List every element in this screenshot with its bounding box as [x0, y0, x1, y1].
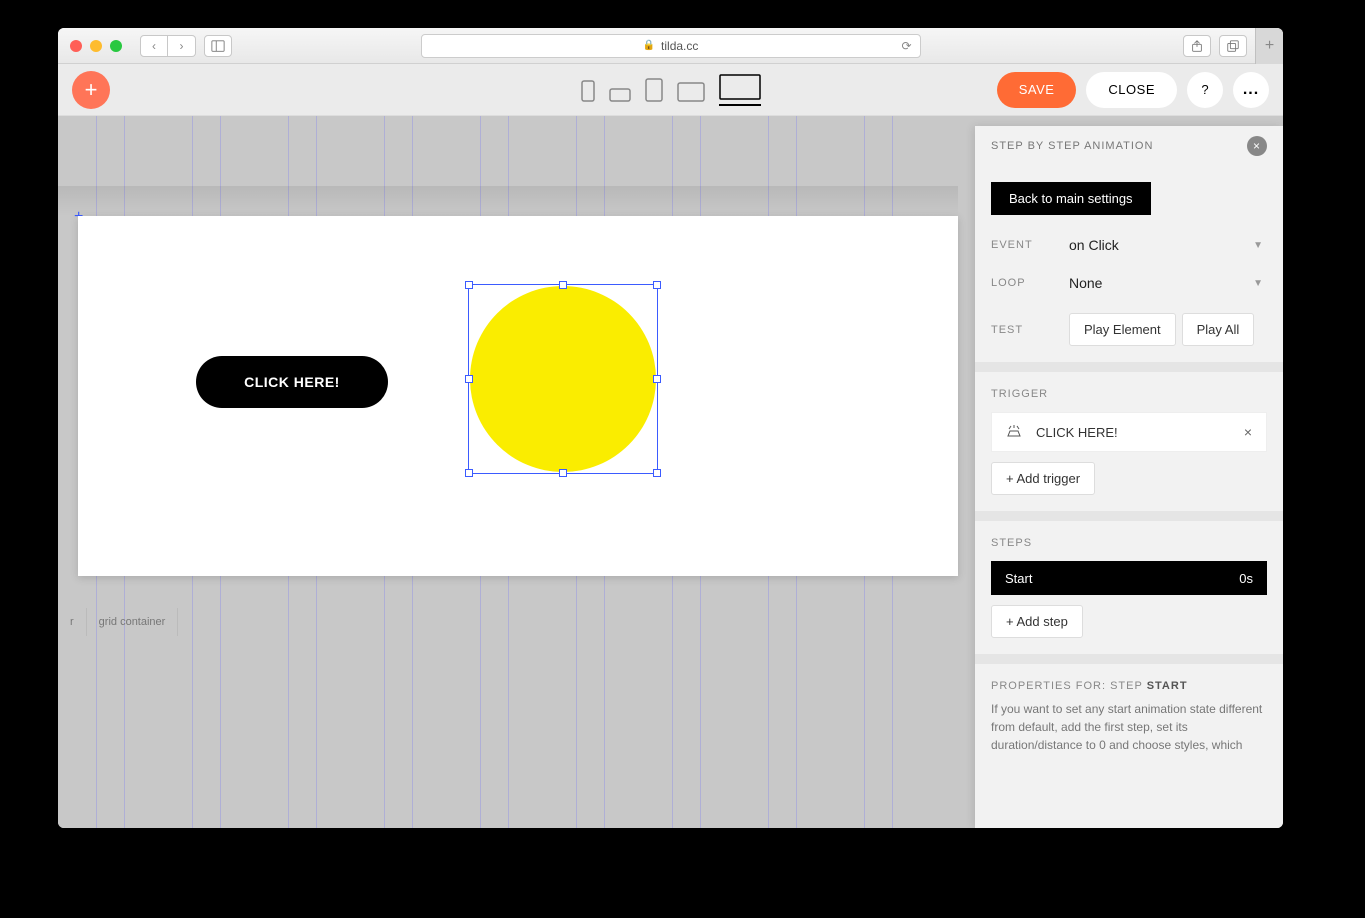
sidebar-toggle[interactable]	[204, 35, 232, 57]
loop-row: LOOP None ▼	[991, 275, 1267, 291]
steps-section: STEPS Start 0s + Add step	[975, 521, 1283, 664]
resize-handle-tl[interactable]	[465, 281, 473, 289]
loop-value: None	[1069, 275, 1102, 291]
step-item[interactable]: Start 0s	[991, 561, 1267, 595]
app-right-buttons: SAVE CLOSE ? ...	[997, 72, 1269, 108]
save-button[interactable]: SAVE	[997, 72, 1077, 108]
add-trigger-button[interactable]: + Add trigger	[991, 462, 1095, 495]
play-all-button[interactable]: Play All	[1182, 313, 1255, 346]
step-name: Start	[1005, 571, 1032, 586]
play-element-button[interactable]: Play Element	[1069, 313, 1176, 346]
window-min-dot[interactable]	[90, 40, 102, 52]
add-step-button[interactable]: + Add step	[991, 605, 1083, 638]
device-tablet[interactable]	[645, 78, 663, 106]
device-phone[interactable]	[581, 80, 595, 106]
properties-hint: If you want to set any start animation s…	[991, 700, 1267, 754]
resize-handle-tr[interactable]	[653, 281, 661, 289]
panel-title: STEP BY STEP ANIMATION	[991, 140, 1153, 152]
breadcrumb: r grid container	[58, 608, 178, 636]
device-tablet-landscape[interactable]	[677, 82, 705, 106]
trigger-item[interactable]: CLICK HERE! ×	[991, 412, 1267, 452]
trigger-label: TRIGGER	[991, 388, 1267, 400]
properties-title: PROPERTIES FOR: STEP START	[991, 680, 1267, 692]
nav-buttons: ‹ ›	[140, 35, 196, 57]
resize-handle-bm[interactable]	[559, 469, 567, 477]
browser-window: ‹ › 🔒 tilda.cc ⟳ + +	[58, 28, 1283, 828]
breadcrumb-item[interactable]: r	[58, 608, 87, 636]
panel-close-icon[interactable]: ×	[1247, 136, 1267, 156]
properties-step: START	[1147, 680, 1188, 692]
reload-icon[interactable]: ⟳	[901, 39, 911, 53]
back-to-settings-button[interactable]: Back to main settings	[991, 182, 1151, 215]
test-buttons: Play Element Play All	[1069, 313, 1254, 346]
canvas[interactable]: + CLICK HERE! r grid container STEP BY S	[58, 116, 1283, 828]
browser-chrome: ‹ › 🔒 tilda.cc ⟳ +	[58, 28, 1283, 64]
device-switcher	[581, 74, 761, 106]
loop-label: LOOP	[991, 277, 1069, 289]
close-button[interactable]: CLOSE	[1086, 72, 1177, 108]
selected-element[interactable]	[470, 286, 656, 472]
resize-handle-ml[interactable]	[465, 375, 473, 383]
trigger-icon	[1006, 423, 1022, 442]
selection-box	[468, 284, 658, 474]
lock-icon: 🔒	[643, 40, 655, 51]
window-close-dot[interactable]	[70, 40, 82, 52]
device-phone-landscape[interactable]	[609, 88, 631, 106]
canvas-click-button[interactable]: CLICK HERE!	[196, 356, 388, 408]
trigger-value: CLICK HERE!	[1036, 425, 1118, 440]
resize-handle-tm[interactable]	[559, 281, 567, 289]
loop-select[interactable]: None ▼	[1069, 275, 1267, 291]
add-button[interactable]: +	[72, 71, 110, 109]
app-toolbar: + SAVE CLOSE ? ...	[58, 64, 1283, 116]
panel-header: STEP BY STEP ANIMATION ×	[975, 126, 1283, 166]
event-row: EVENT on Click ▼	[991, 237, 1267, 253]
artboard-shadow	[58, 186, 958, 216]
chrome-right: +	[1183, 28, 1271, 64]
panel-main-section: Back to main settings EVENT on Click ▼ L…	[975, 166, 1283, 372]
event-label: EVENT	[991, 239, 1069, 251]
device-desktop[interactable]	[719, 74, 761, 106]
share-icon[interactable]	[1183, 35, 1211, 57]
steps-label: STEPS	[991, 537, 1267, 549]
test-label: TEST	[991, 324, 1069, 336]
tabs-icon[interactable]	[1219, 35, 1247, 57]
resize-handle-bl[interactable]	[465, 469, 473, 477]
chevron-down-icon: ▼	[1253, 240, 1263, 251]
url-bar[interactable]: 🔒 tilda.cc ⟳	[421, 34, 921, 58]
chevron-down-icon: ▼	[1253, 278, 1263, 289]
traffic-lights	[70, 40, 122, 52]
resize-handle-mr[interactable]	[653, 375, 661, 383]
back-button[interactable]: ‹	[140, 35, 168, 57]
trigger-section: TRIGGER CLICK HERE! × + Add trigger	[975, 372, 1283, 521]
properties-section: PROPERTIES FOR: STEP START If you want t…	[975, 664, 1283, 770]
properties-prefix: PROPERTIES FOR: STEP	[991, 680, 1147, 692]
resize-handle-br[interactable]	[653, 469, 661, 477]
window-max-dot[interactable]	[110, 40, 122, 52]
forward-button[interactable]: ›	[168, 35, 196, 57]
new-tab-button[interactable]: +	[1255, 28, 1283, 64]
url-text: tilda.cc	[661, 39, 698, 53]
test-row: TEST Play Element Play All	[991, 313, 1267, 346]
breadcrumb-item[interactable]: grid container	[87, 608, 179, 636]
animation-panel: STEP BY STEP ANIMATION × Back to main se…	[975, 126, 1283, 828]
more-button[interactable]: ...	[1233, 72, 1269, 108]
event-value: on Click	[1069, 237, 1119, 253]
event-select[interactable]: on Click ▼	[1069, 237, 1267, 253]
step-time: 0s	[1239, 571, 1253, 586]
remove-trigger-icon[interactable]: ×	[1244, 424, 1252, 440]
help-button[interactable]: ?	[1187, 72, 1223, 108]
